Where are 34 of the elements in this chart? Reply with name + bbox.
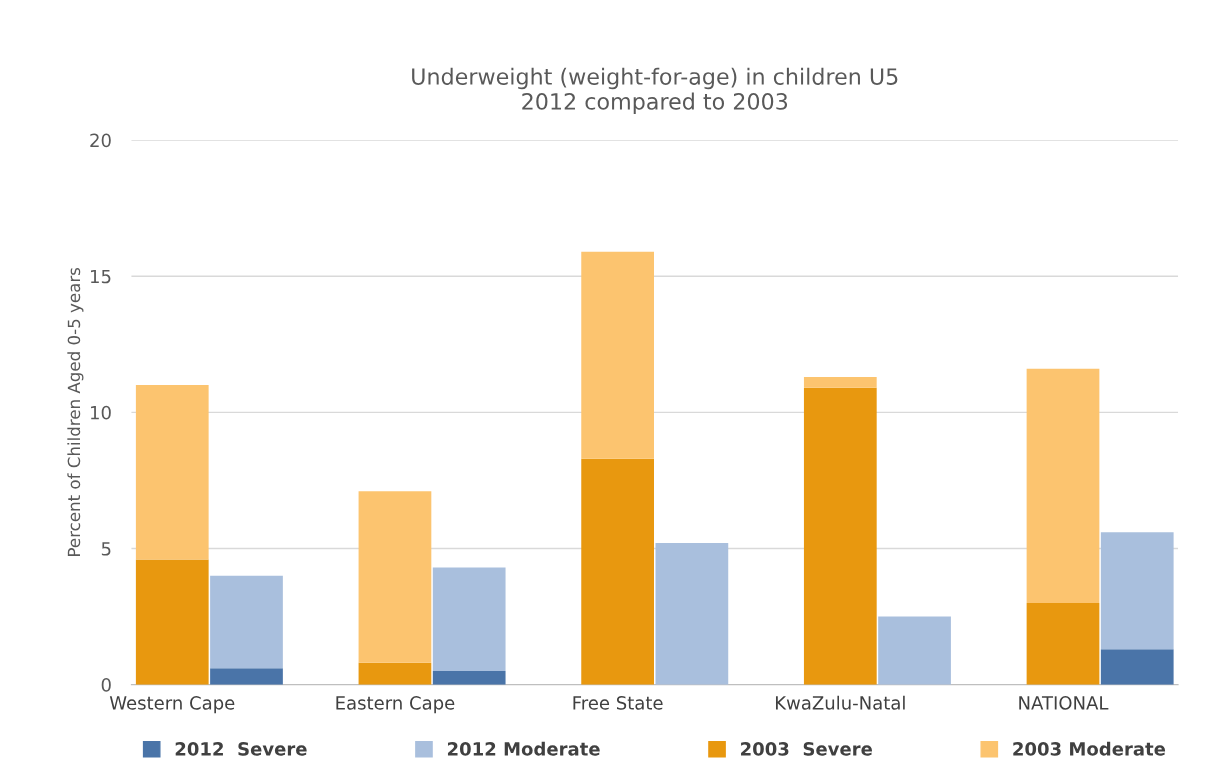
legend-label: 2003 Moderate — [1013, 741, 1166, 756]
chart-title: Underweight (weight-for-age) in children U5 2012 compared to 2003 — [412, 67, 898, 115]
bar — [432, 567, 506, 672]
y-tick-label: 15 — [91, 269, 111, 284]
bar — [1026, 602, 1100, 685]
y-tick-label: 10 — [91, 405, 111, 420]
bar — [1100, 649, 1174, 685]
x-tick-label: Western Cape — [109, 696, 235, 714]
bar — [210, 668, 283, 685]
bar — [803, 376, 877, 388]
y-tick-label: 20 — [90, 133, 111, 148]
bar — [358, 662, 432, 685]
bar — [803, 387, 877, 685]
legend-label: 2003 Severe — [741, 742, 872, 756]
bar — [878, 616, 951, 685]
legend-label: 2012 Severe — [175, 742, 307, 756]
bar — [1026, 368, 1100, 603]
bar — [655, 543, 729, 685]
bar — [135, 559, 209, 685]
y-axis-title: Percent of Children Aged 0-5 years — [67, 267, 84, 556]
bar — [358, 491, 432, 663]
bar — [432, 671, 506, 685]
x-tick-label: Free State — [573, 696, 663, 710]
y-tick-label: 5 — [101, 542, 111, 556]
bar — [210, 575, 283, 669]
bar — [581, 458, 654, 685]
y-tick-label: 0 — [101, 678, 111, 692]
x-tick-label: NATIONAL — [1019, 696, 1109, 710]
x-tick-label: KwaZulu-Natal — [776, 695, 905, 710]
bar — [1100, 532, 1174, 650]
bar — [581, 251, 654, 459]
legend-label: 2012 Moderate — [447, 741, 600, 756]
bar — [135, 385, 209, 560]
x-tick-label: Eastern Cape — [336, 696, 455, 714]
